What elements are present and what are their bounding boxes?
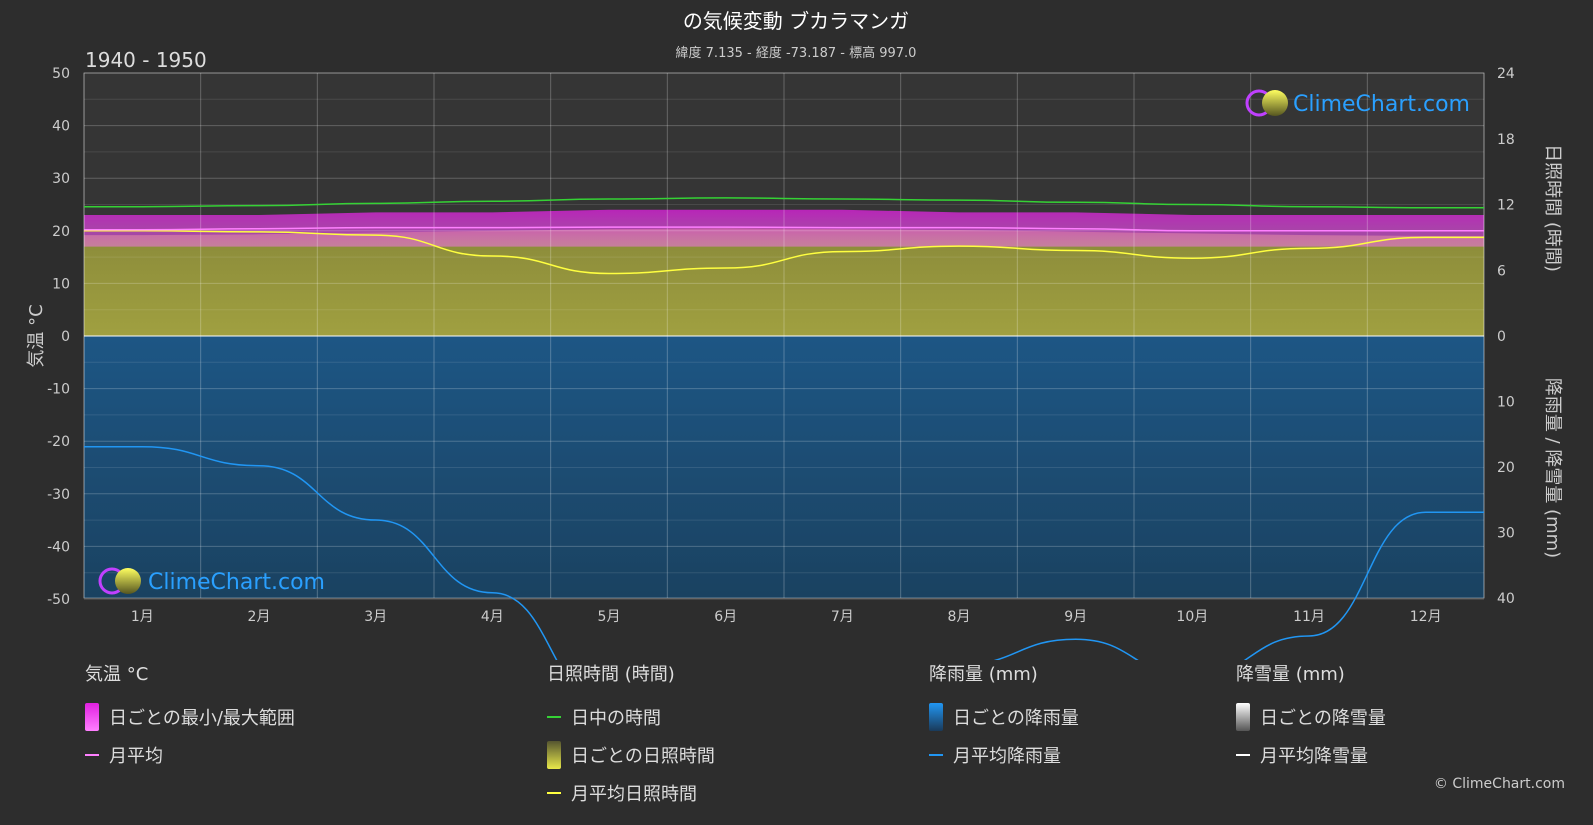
x-tick-label: 6月 [714,609,737,625]
legend-item-temp-range: 日ごとの最小/最大範囲 [85,698,295,736]
rain-avg-swatch [929,754,943,756]
series-line-日中の時間 [84,197,1484,209]
legend-label: 日ごとの日照時間 [571,746,715,767]
x-tick-label: 10月 [1176,609,1208,625]
watermark-bottom: ClimeChart.com [98,567,325,595]
chart-subtitle: 緯度 7.135 - 経度 -73.187 - 標高 997.0 [676,45,917,61]
snow-daily-swatch [1236,703,1250,731]
x-tick-label: 11月 [1293,609,1325,625]
temp-range-swatch [85,703,99,731]
x-tick-label: 9月 [1064,609,1087,625]
right-top-axis-label: 日照時間 (時間) [1542,144,1563,272]
left-tick-label: 0 [61,329,70,345]
legend-label: 月平均降雪量 [1260,746,1368,767]
climate-chart: の気候変動 ブカラマンガ 緯度 7.135 - 経度 -73.187 - 標高 … [26,9,1563,660]
x-tick-label: 4月 [481,609,504,625]
right-bottom-tick-label: 30 [1497,526,1515,542]
legend-label: 月平均降雨量 [953,746,1061,767]
logo-sun-icon [115,568,141,594]
watermark-top: ClimeChart.com [1245,89,1470,117]
rain-daily-area [84,336,1484,598]
legend-snow-heading: 降雪量 (mm) [1236,664,1345,685]
right-top-tick-label: 0 [1497,329,1506,345]
left-tick-label: -30 [47,487,70,503]
left-tick-label: 20 [52,224,70,240]
legend: 気温 °C 日ごとの最小/最大範囲 月平均 日照時間 (時間) 日中の時間 日ご… [0,660,1593,825]
legend-item-sunshine-avg: 月平均日照時間 [547,774,715,812]
daylight-swatch [547,716,561,718]
left-tick-label: 40 [52,119,70,135]
sunshine-daily-area [84,228,1484,336]
left-tick-label: -20 [47,434,70,450]
right-bottom-tick-label: 20 [1497,460,1515,476]
left-tick-label: 10 [52,276,70,292]
plot-frame [83,72,1485,599]
legend-item-snow-avg: 月平均降雪量 [1236,736,1386,774]
period-label: 1940 - 1950 [85,48,207,72]
legend-item-daylight: 日中の時間 [547,698,715,736]
legend-temperature-heading: 気温 °C [85,664,149,685]
sunshine-avg-swatch [547,792,561,794]
rain-shade [84,336,1484,598]
legend-item-snow-daily: 日ごとの降雪量 [1236,698,1386,736]
x-tick-label: 1月 [131,609,154,625]
right-bottom-axis-label: 降雨量 / 降雪量 (mm) [1542,378,1563,558]
x-tick-label: 12月 [1410,609,1442,625]
legend-snow: 降雪量 (mm) 日ごとの降雪量 月平均降雪量 [1236,660,1386,774]
snow-avg-swatch [1236,754,1250,756]
legend-label: 日ごとの降雪量 [1260,708,1386,729]
grid-lines [83,72,1485,600]
watermark-text-bottom: ClimeChart.com [148,570,325,595]
legend-item-sunshine-daily: 日ごとの日照時間 [547,736,715,774]
left-axis-ticks: 50 40 30 20 10 0 -10 -20 -30 -40 -50 [47,66,70,608]
right-axis-ticks: 24 18 12 6 0 10 20 30 40 [1497,66,1515,607]
temp-avg-swatch [85,754,99,756]
right-top-tick-label: 6 [1497,263,1506,279]
plot-area [84,73,1484,598]
copyright: © ClimeChart.com [1433,776,1565,792]
left-axis-label: 気温 °C [26,304,47,367]
legend-temperature: 気温 °C 日ごとの最小/最大範囲 月平均 [85,660,295,774]
right-top-tick-label: 12 [1497,198,1515,214]
right-top-tick-label: 24 [1497,66,1515,82]
legend-rain: 降雨量 (mm) 日ごとの降雨量 月平均降雨量 [929,660,1079,774]
legend-sunshine-heading: 日照時間 (時間) [547,664,675,685]
legend-rain-heading: 降雨量 (mm) [929,664,1038,685]
series-line-月平均降雨量 [84,445,1484,660]
series-line-月平均 [84,226,1484,232]
x-tick-label: 7月 [831,609,854,625]
legend-label: 日中の時間 [571,708,661,729]
legend-item-rain-avg: 月平均降雨量 [929,736,1079,774]
legend-sunshine: 日照時間 (時間) 日中の時間 日ごとの日照時間 月平均日照時間 [547,660,715,812]
x-tick-label: 5月 [598,609,621,625]
watermark-text-top: ClimeChart.com [1293,92,1470,117]
x-tick-label: 2月 [248,609,271,625]
left-tick-label: -10 [47,382,70,398]
logo-sun-icon [1262,90,1288,116]
temp-range-band [84,209,1484,247]
right-bottom-tick-label: 10 [1497,395,1515,411]
left-tick-label: 30 [52,171,70,187]
legend-item-temp-avg: 月平均 [85,736,295,774]
series-line-月平均日照時間 [84,230,1484,275]
legend-label: 月平均 [109,746,163,767]
left-tick-label: 50 [52,66,70,82]
x-axis-ticks: 1月 2月 3月 4月 5月 6月 7月 8月 9月 10月 11月 12月 [131,609,1442,625]
rain-daily-swatch [929,703,943,731]
chart-title: の気候変動 ブカラマンガ [683,9,909,33]
x-tick-label: 3月 [364,609,387,625]
legend-label: 月平均日照時間 [571,784,697,805]
right-top-tick-label: 18 [1497,132,1515,148]
legend-label: 日ごとの最小/最大範囲 [109,708,295,729]
legend-item-rain-daily: 日ごとの降雨量 [929,698,1079,736]
legend-label: 日ごとの降雨量 [953,708,1079,729]
data-marks [84,197,1484,660]
left-tick-label: -40 [47,539,70,555]
left-tick-label: -50 [47,592,70,608]
sunshine-daily-swatch [547,741,561,769]
right-bottom-tick-label: 40 [1497,591,1515,607]
x-tick-label: 8月 [948,609,971,625]
